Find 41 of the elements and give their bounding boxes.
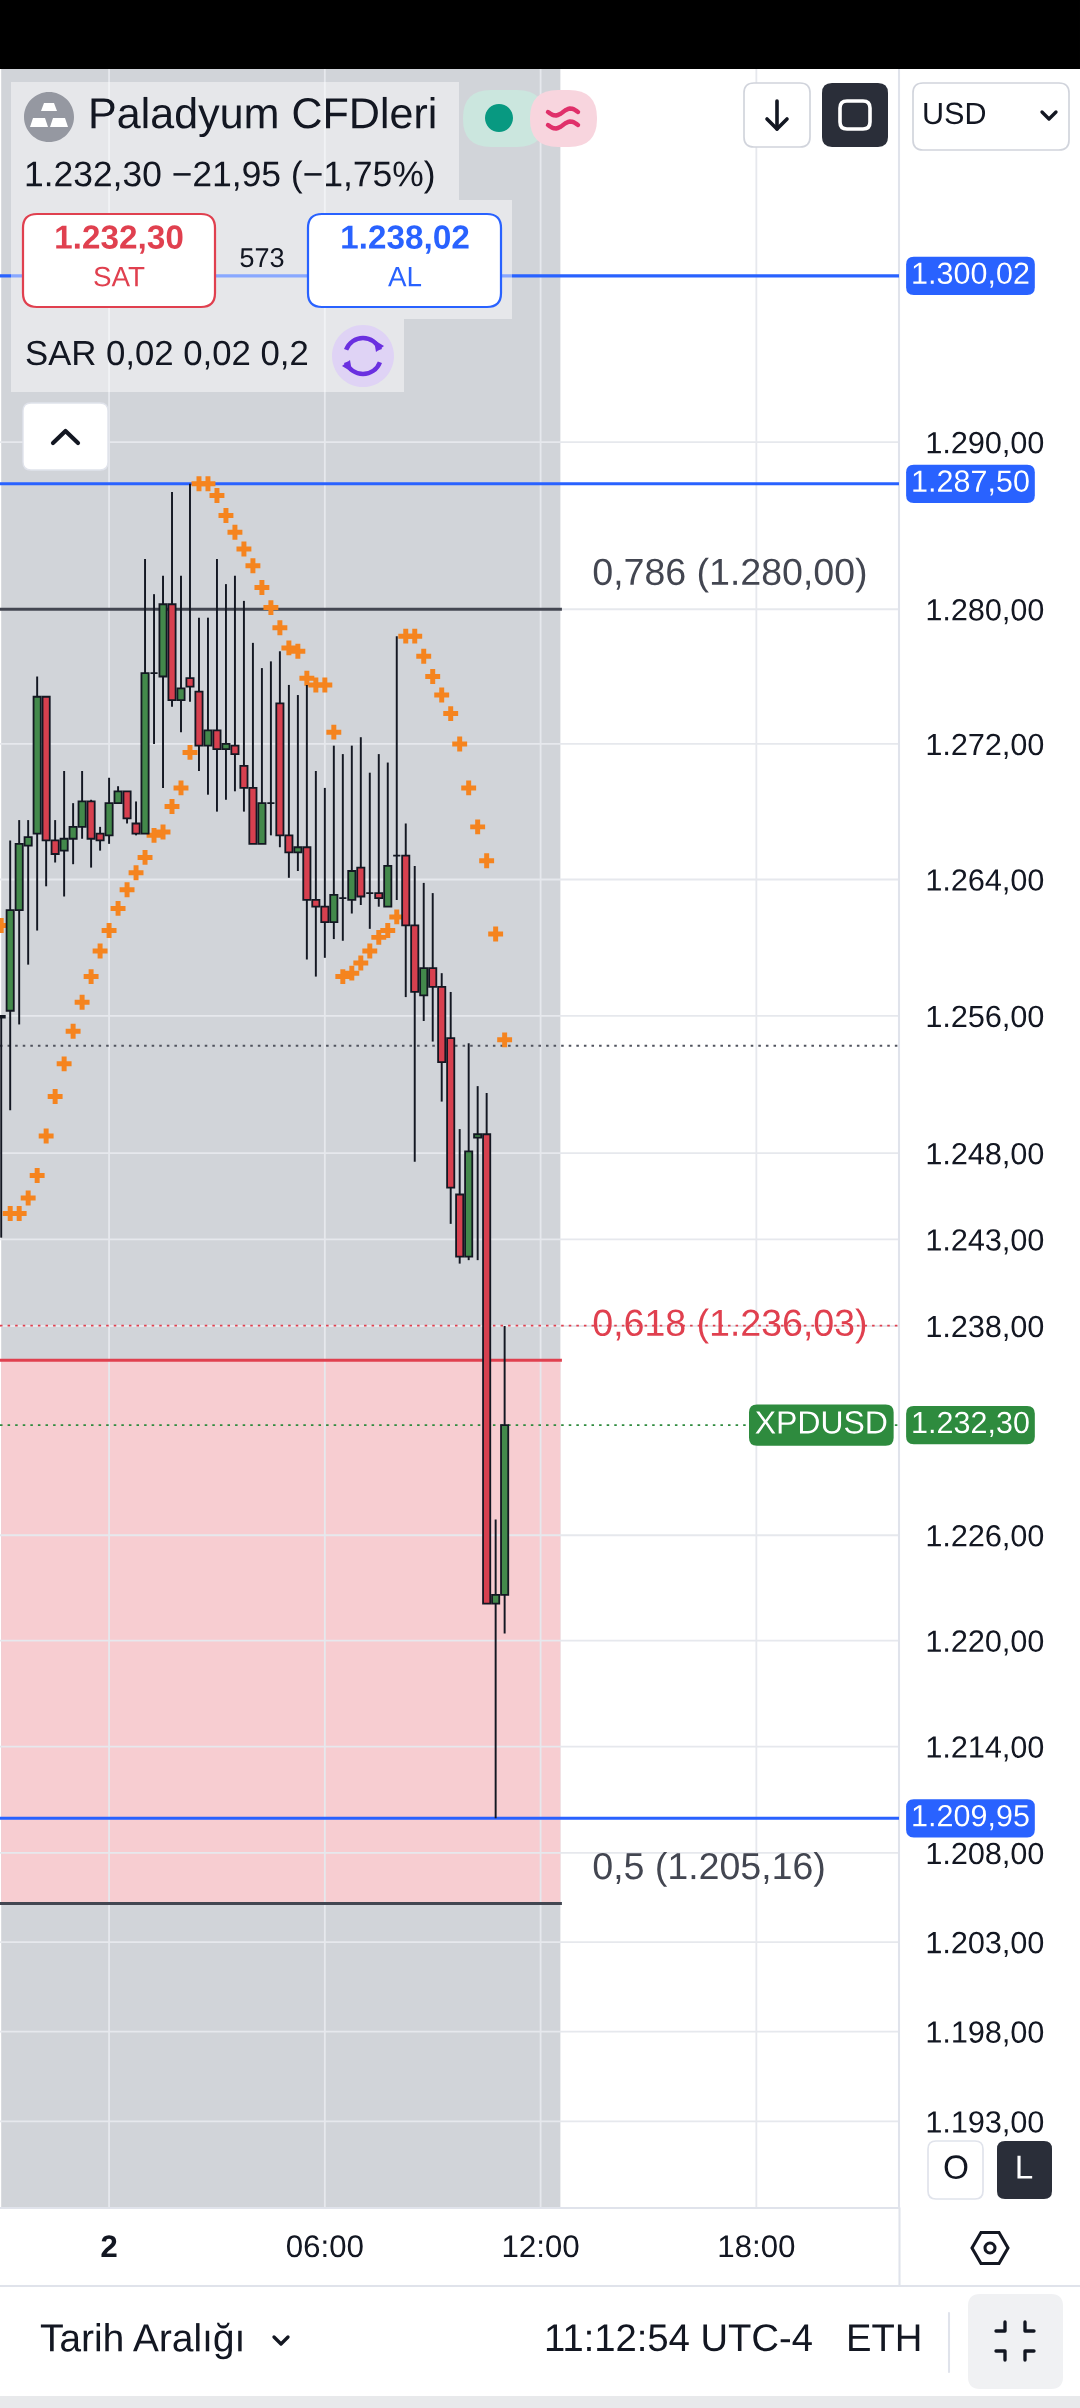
y-tick-label: 1.290,00 (927, 431, 1044, 458)
y-tick-label: 1.238,00 (927, 1315, 1044, 1341)
series-label: 0,618 (1.236,03) (593, 1308, 866, 1344)
annotation: SAT (94, 266, 145, 287)
x-tick-label: 12:00 (503, 2235, 579, 2258)
x-tick-label: 2 (101, 2235, 117, 2258)
y-tick-label: 1.198,00 (927, 2021, 1044, 2047)
y-tick-label: 1.256,00 (927, 1005, 1044, 1031)
annotation: 1.232,30 (56, 225, 183, 254)
ref-line-label: 1.300,02 (913, 262, 1029, 288)
text: Paladyum CFDleri (91, 96, 435, 138)
x-tick-label: 06:00 (286, 2235, 363, 2258)
y-tick-label: 1.226,00 (927, 1524, 1044, 1551)
y-tick-label: 1.272,00 (927, 733, 1044, 759)
annotation: XPDUSD (755, 1411, 887, 1434)
annotation: SAR 0,02 0,02 0,2 (26, 340, 308, 370)
text: 11:12:54 UTC-4 (546, 2324, 812, 2352)
y-tick-label: 1.264,00 (927, 869, 1044, 895)
annotation: 1.238,02 (342, 225, 469, 254)
text: USD (924, 102, 986, 125)
ref-line-label: 1.287,50 (913, 470, 1029, 496)
y-tick-label: 1.193,00 (927, 2111, 1044, 2137)
annotation: 573 (240, 248, 284, 268)
y-tick-label: 1.248,00 (927, 1142, 1044, 1169)
series-label: 0,786 (1.280,00) (593, 557, 866, 593)
text: O (944, 2155, 968, 2179)
y-tick-label: 1.280,00 (927, 599, 1044, 625)
ref-line-label: 1.209,95 (913, 1804, 1029, 1831)
text: Tarih Aralığı (40, 2322, 242, 2360)
annotation: AL (388, 267, 422, 287)
x-tick-label: 18:00 (719, 2235, 795, 2258)
text: 1.232,30 −21,95 (−1,75%) (26, 160, 434, 194)
y-tick-label: 1.208,00 (927, 1842, 1044, 1868)
series-label: 0,5 (1.205,16) (593, 1851, 824, 1887)
text: L (1017, 2155, 1033, 2179)
ref-line-label: 1.232,30 (913, 1411, 1029, 1437)
y-tick-label: 1.220,00 (927, 1630, 1044, 1656)
y-tick-label: 1.243,00 (927, 1229, 1044, 1255)
y-tick-label: 1.214,00 (927, 1736, 1044, 1762)
text: ETH (849, 2324, 920, 2351)
y-tick-label: 1.203,00 (927, 1931, 1044, 1958)
